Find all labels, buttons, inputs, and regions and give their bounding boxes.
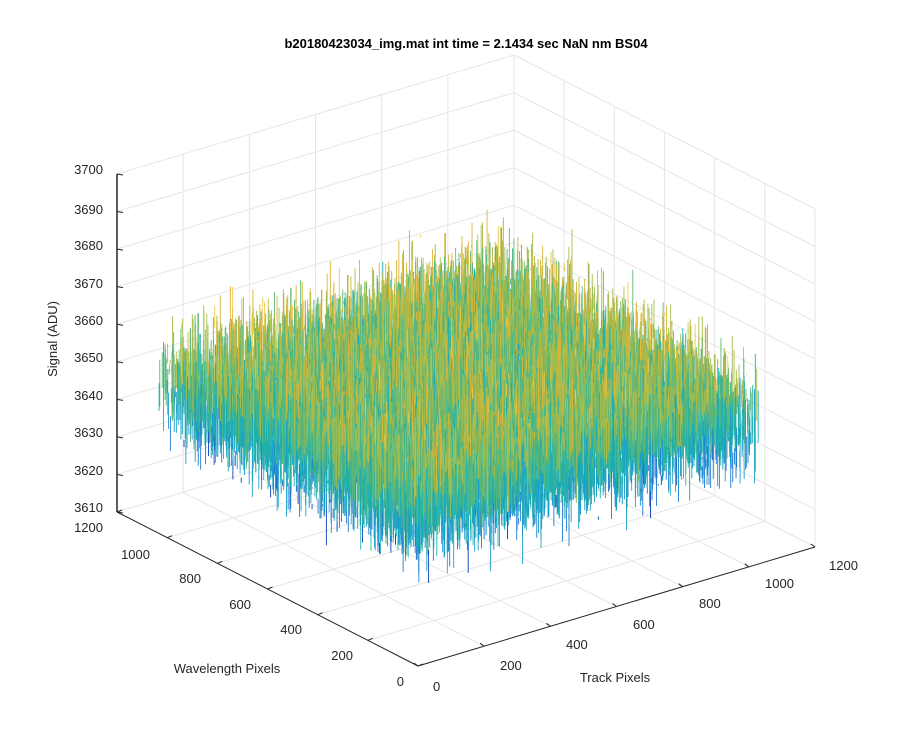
surface-plot: b20180423034_img.mat int time = 2.1434 s… (0, 0, 900, 750)
